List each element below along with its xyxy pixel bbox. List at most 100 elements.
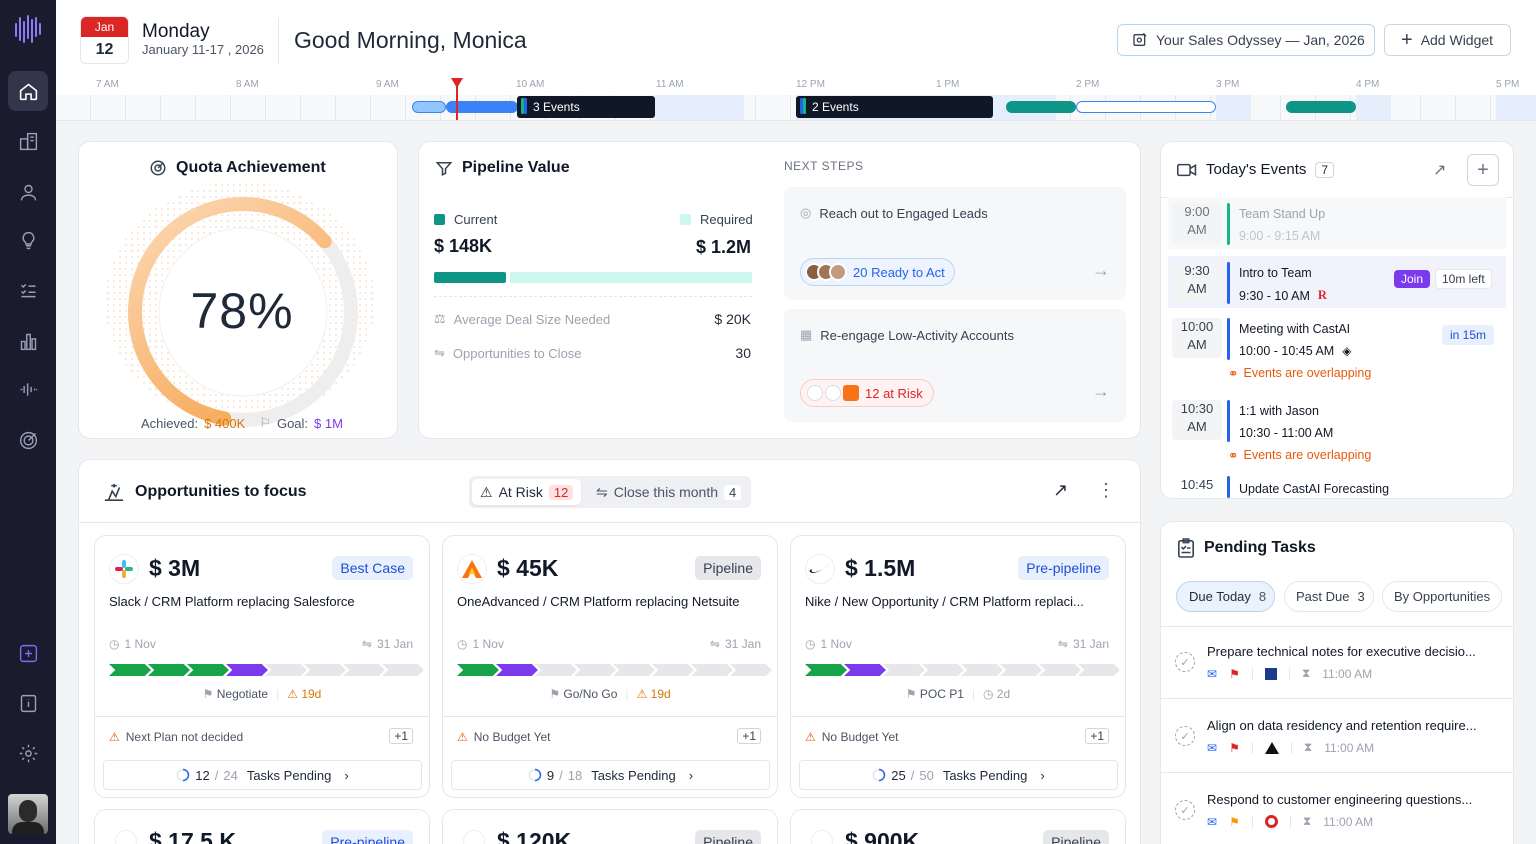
- busy-slot: [1496, 95, 1536, 120]
- more-warnings-badge[interactable]: +1: [389, 728, 413, 744]
- stage-progress: [109, 664, 424, 676]
- opportunity-card[interactable]: $ 17.5 K Pre-pipeline: [94, 809, 430, 844]
- add-widget-button[interactable]: + Add Widget: [1384, 24, 1511, 56]
- opportunity-card[interactable]: $ 3M Best Case Slack / CRM Platform replac…: [94, 535, 430, 798]
- add-event-button[interactable]: +: [1467, 154, 1499, 186]
- event-bar[interactable]: [1076, 101, 1216, 113]
- event-group-2[interactable]: 2 Events: [796, 96, 993, 118]
- stage-chevron: [226, 664, 268, 676]
- task-checkbox[interactable]: ✓: [1175, 726, 1195, 746]
- event-bar[interactable]: [412, 101, 446, 113]
- event-bar[interactable]: [1006, 101, 1076, 113]
- stage-badge: Pipeline: [695, 556, 761, 580]
- avg-value: $ 20K: [714, 311, 751, 327]
- settings-gear-icon[interactable]: [8, 733, 48, 773]
- tasks-done: 25: [891, 767, 906, 783]
- arrow-right-icon[interactable]: →: [1092, 260, 1110, 280]
- company-logo: [457, 554, 487, 584]
- opportunity-card[interactable]: $ 120K Pipeline: [442, 809, 778, 844]
- tasks-pending-button[interactable]: 12/24 Tasks Pending ›: [103, 760, 422, 790]
- stage-chevron: [922, 664, 964, 676]
- tasks-pending-button[interactable]: 25/50 Tasks Pending ›: [799, 760, 1118, 790]
- tab-past-due[interactable]: Past Due 3: [1284, 581, 1374, 612]
- home-icon[interactable]: [8, 71, 48, 111]
- next-step-card-2[interactable]: ▦ Re-engage Low-Activity Accounts 12 at …: [784, 309, 1126, 422]
- event-ampm: AM: [1187, 419, 1207, 434]
- tab-due-today[interactable]: Due Today 8: [1176, 581, 1276, 612]
- days-icon: ⚠: [636, 687, 651, 701]
- pipeline-card: Pipeline Value Current Required $ 148K $…: [418, 141, 1141, 439]
- join-button[interactable]: Join: [1394, 270, 1431, 288]
- event-group-1[interactable]: 3 Events: [517, 96, 655, 118]
- link-icon: ⚭: [1228, 449, 1239, 463]
- contacts-icon[interactable]: [8, 172, 48, 212]
- event-color-bar: [1227, 400, 1230, 442]
- accounts-icon[interactable]: [8, 121, 48, 161]
- more-warnings-badge[interactable]: +1: [737, 728, 761, 744]
- event-ampm: AM: [1187, 281, 1207, 296]
- event-row[interactable]: 10:30 AM 1:1 with Jason 10:30 - 11:00 AM: [1168, 394, 1506, 446]
- event-row[interactable]: 10:45 Update CastAI Forecasting: [1168, 476, 1506, 498]
- event-bar[interactable]: [1286, 101, 1356, 113]
- tasks-pending-button[interactable]: 9/18 Tasks Pending ›: [451, 760, 770, 790]
- overlap-text: Events are overlapping: [1243, 366, 1372, 380]
- more-warnings-badge[interactable]: +1: [1085, 728, 1109, 744]
- user-avatar[interactable]: [8, 794, 48, 834]
- tab-at-risk[interactable]: ⚠ At Risk 12: [472, 479, 582, 505]
- company-logos: [807, 385, 859, 401]
- event-color-bar: [1227, 318, 1230, 360]
- task-checkbox[interactable]: ✓: [1175, 652, 1195, 672]
- next-step-card-1[interactable]: ◎ Reach out to Engaged Leads 20 Ready to…: [784, 187, 1126, 300]
- goal-target-icon[interactable]: [8, 420, 48, 460]
- audio-wave-icon[interactable]: [8, 369, 48, 409]
- tasks-icon[interactable]: [8, 270, 48, 310]
- sales-odyssey-button[interactable]: Your Sales Odyssey — Jan, 2026: [1117, 24, 1375, 56]
- company-logo: [463, 830, 485, 844]
- task-row[interactable]: ✓ Respond to customer engineering questio…: [1160, 773, 1514, 844]
- tab-by-opportunities[interactable]: By Opportunities: [1382, 581, 1503, 612]
- expand-arrow-icon[interactable]: ↗: [1433, 162, 1447, 179]
- event-row[interactable]: 10:00 AM Meeting with CastAI 10:00 - 10:45 …: [1168, 312, 1506, 364]
- current-label: Current: [454, 212, 498, 227]
- timeline-hour-label: 8 AM: [236, 79, 259, 90]
- event-row[interactable]: 9:30 AM Intro to Team 9:30 - 10 AM R Join 10m …: [1168, 256, 1506, 308]
- person-icon: ◎: [800, 205, 812, 220]
- company-logo: [805, 554, 835, 584]
- stage-chevron: [265, 664, 307, 676]
- progress-ring-icon: [528, 768, 542, 782]
- task-row[interactable]: ✓ Prepare technical notes for executive d…: [1160, 625, 1514, 699]
- event-title: Meeting with CastAI: [1239, 322, 1351, 336]
- quota-card: Quota Achievement 78% Achieved: $ 400K ⚐…: [78, 141, 398, 439]
- more-menu-icon[interactable]: ⋮: [1097, 480, 1115, 500]
- tab-close-this-month[interactable]: ⇋ Close this month 4: [590, 479, 747, 505]
- divider: [278, 18, 279, 64]
- expand-arrow-icon[interactable]: ↗: [1053, 480, 1069, 500]
- opportunity-card[interactable]: $ 900K Pipeline: [790, 809, 1126, 844]
- chevron-right-icon: ›: [688, 767, 694, 783]
- add-widget-icon[interactable]: [8, 633, 48, 673]
- analytics-icon[interactable]: [8, 321, 48, 361]
- opportunities-title: Opportunities to focus: [135, 483, 307, 500]
- event-bar[interactable]: [446, 101, 518, 113]
- ready-chip[interactable]: 20 Ready to Act: [800, 258, 955, 286]
- divider: [443, 716, 777, 717]
- task-checkbox[interactable]: ✓: [1175, 800, 1195, 820]
- event-group-2-label: 2 Events: [812, 100, 859, 114]
- event-hour: 10:45: [1180, 477, 1214, 492]
- chevron-right-icon: ›: [1040, 767, 1045, 783]
- risk-chip[interactable]: 12 at Risk: [800, 379, 934, 407]
- achieved-label: Achieved:: [141, 415, 199, 431]
- event-row[interactable]: 9:00 AM Team Stand Up 9:00 - 9:15 AM: [1168, 197, 1506, 249]
- opportunity-card[interactable]: $ 45K Pipeline OneAdvanced / CRM Platform …: [442, 535, 778, 798]
- step2-chip: 12 at Risk: [865, 385, 923, 401]
- warning-icon: ⚠: [457, 730, 468, 744]
- stage-chevron: [730, 664, 772, 676]
- stage-chevron: [304, 664, 346, 676]
- arrow-right-icon[interactable]: →: [1092, 381, 1110, 401]
- info-icon[interactable]: [8, 683, 48, 723]
- opportunity-card[interactable]: $ 1.5M Pre-pipeline Nike / New Opportunity…: [790, 535, 1126, 798]
- timeline[interactable]: 7 AM 8 AM 9 AM 10 AM 11 AM 12 PM 1 PM 2 PM 3 PM 4…: [56, 76, 1536, 120]
- task-row[interactable]: ✓ Align on data residency and retention r…: [1160, 699, 1514, 773]
- insights-icon[interactable]: [8, 220, 48, 260]
- progress-ring-icon: [873, 768, 886, 782]
